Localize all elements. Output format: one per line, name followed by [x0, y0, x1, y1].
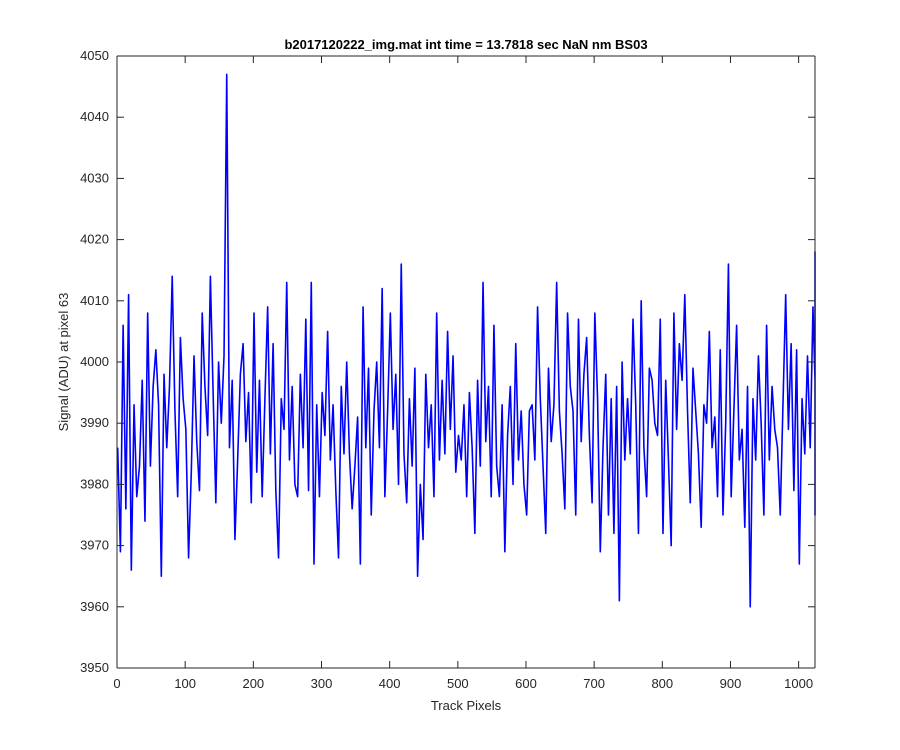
x-tick-label: 400 — [379, 676, 401, 691]
x-tick-label: 800 — [651, 676, 673, 691]
y-tick-label: 4000 — [80, 354, 109, 369]
x-axis-label: Track Pixels — [431, 698, 502, 713]
y-tick-label: 4050 — [80, 48, 109, 63]
x-tick-label: 900 — [720, 676, 742, 691]
x-tick-label: 600 — [515, 676, 537, 691]
y-tick-label: 4040 — [80, 109, 109, 124]
y-ticks: 3950 3960 3970 3980 3990 4000 4010 4020 4030 4040… — [80, 48, 815, 675]
x-ticks: 0 100 200 300 400 500 600 700 800 900 1000 — [113, 56, 813, 691]
plot-area — [117, 56, 815, 668]
x-tick-label: 200 — [242, 676, 264, 691]
y-tick-label: 3970 — [80, 538, 109, 553]
y-tick-label: 3980 — [80, 476, 109, 491]
y-tick-label: 4020 — [80, 232, 109, 247]
x-tick-label: 0 — [113, 676, 120, 691]
x-tick-label: 500 — [447, 676, 469, 691]
x-tick-label: 700 — [583, 676, 605, 691]
x-tick-label: 100 — [174, 676, 196, 691]
y-tick-label: 3950 — [80, 660, 109, 675]
x-tick-label: 300 — [311, 676, 333, 691]
y-tick-label: 3960 — [80, 599, 109, 614]
x-tick-label: 1000 — [784, 676, 813, 691]
y-tick-label: 4010 — [80, 293, 109, 308]
y-tick-label: 3990 — [80, 415, 109, 430]
chart-title: b2017120222_img.mat int time = 13.7818 s… — [284, 37, 647, 52]
data-layer — [116, 73, 816, 608]
y-axis-label: Signal (ADU) at pixel 63 — [56, 293, 71, 432]
signal-series-line — [116, 73, 816, 608]
y-tick-label: 4030 — [80, 170, 109, 185]
